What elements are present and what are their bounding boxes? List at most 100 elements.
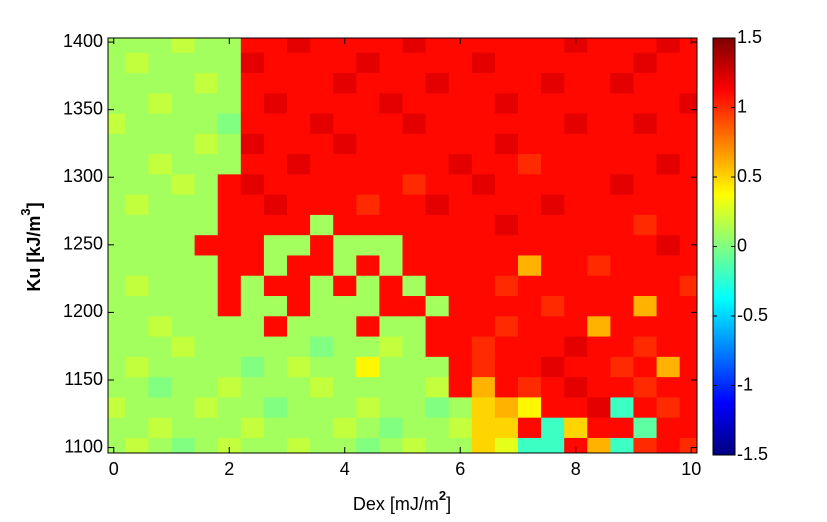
heatmap-cell (402, 356, 427, 378)
heatmap-cell (148, 234, 173, 256)
heatmap-cell (448, 214, 473, 236)
heatmap-cell (108, 214, 126, 236)
heatmap-cell (108, 254, 126, 276)
y-tick-label: 1250 (63, 234, 103, 254)
heatmap-cell (656, 275, 681, 297)
heatmap-cell (471, 153, 496, 175)
heatmap-cell (379, 376, 403, 398)
heatmap-cell (541, 437, 565, 453)
heatmap-cell (171, 92, 196, 114)
heatmap-cell (194, 52, 219, 73)
heatmap-cell (356, 437, 380, 453)
heatmap-cell (125, 72, 149, 94)
heatmap-cell (379, 234, 403, 256)
heatmap-cell (402, 234, 427, 256)
heatmap-cell (656, 214, 681, 236)
heatmap-cell (217, 133, 242, 155)
heatmap-cell (148, 275, 173, 297)
heatmap-cell (356, 315, 380, 337)
heatmap-cell (656, 417, 681, 438)
heatmap-cell (402, 113, 427, 134)
heatmap-cell (194, 315, 219, 337)
heatmap-cell (425, 275, 450, 297)
heatmap-cell (194, 153, 219, 175)
heatmap-cell (310, 173, 334, 195)
heatmap-cell (656, 234, 681, 256)
heatmap-cell (333, 173, 357, 195)
heatmap-cell (425, 113, 450, 134)
heatmap-cell (402, 92, 427, 114)
heatmap-cell (125, 92, 149, 114)
heatmap-cell (194, 173, 219, 195)
heatmap-cell (108, 376, 126, 398)
heatmap-cell (448, 356, 473, 378)
heatmap-cell (194, 194, 219, 215)
heatmap-cell (356, 396, 380, 418)
heatmap-cell (310, 214, 334, 236)
heatmap-cell (125, 376, 149, 398)
heatmap-cell (679, 133, 697, 155)
heatmap-cell (125, 437, 149, 453)
heatmap-cell (194, 295, 219, 317)
heatmap-cell (379, 92, 403, 114)
heatmap-cell (564, 234, 588, 256)
heatmap-cell (333, 275, 357, 297)
heatmap-cell (448, 336, 473, 357)
heatmap-cell (356, 376, 380, 398)
heatmap-cell (471, 133, 496, 155)
heatmap-cell (610, 173, 634, 195)
heatmap-cell (148, 153, 173, 175)
heatmap-cell (517, 315, 542, 337)
heatmap-cell (356, 295, 380, 317)
heatmap-cell (633, 194, 658, 215)
heatmap-cell (240, 315, 265, 337)
heatmap-cell (240, 234, 265, 256)
heatmap-cell (633, 437, 658, 453)
heatmap-cell (587, 173, 611, 195)
heatmap-cell (402, 295, 427, 317)
heatmap-cell (333, 396, 357, 418)
heatmap-cell (541, 417, 565, 438)
heatmap-cell (610, 153, 634, 175)
heatmap-cell (171, 153, 196, 175)
heatmap-cell (494, 417, 519, 438)
heatmap-cell (541, 376, 565, 398)
heatmap-cell (333, 437, 357, 453)
heatmap-cell (171, 295, 196, 317)
heatmap-cell (425, 72, 450, 94)
heatmap-cell (425, 356, 450, 378)
heatmap-cell (541, 113, 565, 134)
heatmap-cell (263, 295, 288, 317)
heatmap-cell (471, 254, 496, 276)
plot-frame (107, 37, 698, 454)
heatmap-cell (448, 275, 473, 297)
heatmap-cell (633, 315, 658, 337)
y-tick-label: 1400 (63, 31, 103, 51)
heatmap-cell (240, 376, 265, 398)
heatmap-cell (310, 295, 334, 317)
heatmap-cell (633, 275, 658, 297)
heatmap-cell (356, 113, 380, 134)
heatmap-cell (263, 38, 288, 53)
heatmap-cell (587, 275, 611, 297)
heatmap-cell (471, 234, 496, 256)
heatmap-cell (425, 133, 450, 155)
heatmap-cell (587, 38, 611, 53)
heatmap-cell (333, 356, 357, 378)
heatmap-cell (610, 437, 634, 453)
heatmap-cell (425, 376, 450, 398)
heatmap-cell (194, 72, 219, 94)
heatmap-cell (356, 52, 380, 73)
heatmap-cell (564, 194, 588, 215)
heatmap-cell (633, 376, 658, 398)
heatmap-cell (494, 295, 519, 317)
heatmap-cell (379, 254, 403, 276)
heatmap-cell (171, 214, 196, 236)
heatmap-cell (610, 38, 634, 53)
heatmap-cell (263, 52, 288, 73)
heatmap-cell (610, 376, 634, 398)
heatmap-cell (108, 437, 126, 453)
heatmap-cell (287, 417, 311, 438)
heatmap-cell (148, 356, 173, 378)
x-tick-label: 6 (455, 459, 465, 479)
